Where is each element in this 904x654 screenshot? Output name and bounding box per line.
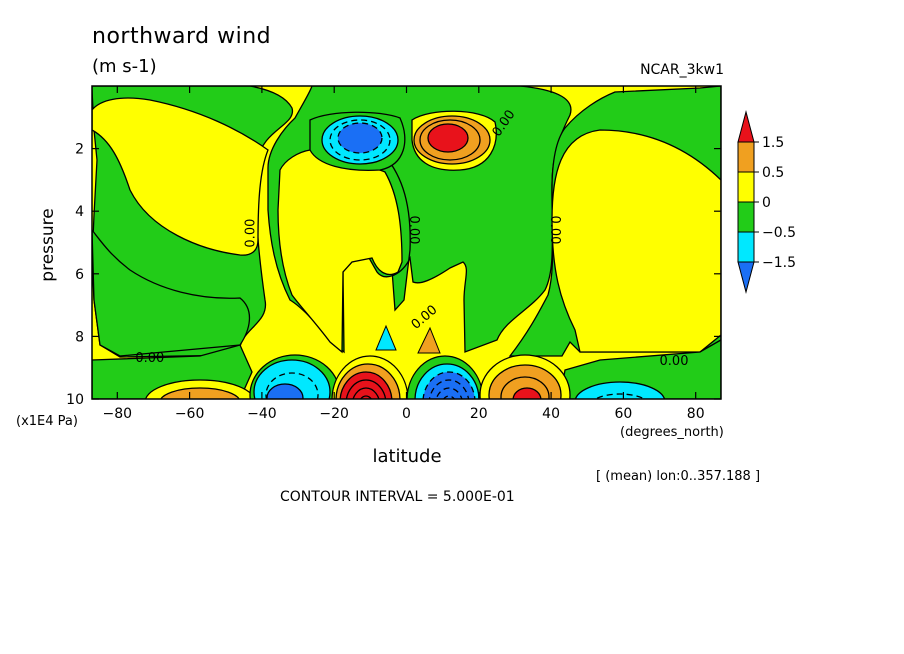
region-yellow-west [92, 97, 269, 256]
y-tick-label: 6 [75, 267, 84, 283]
longitude-note: [ (mean) lon:0..357.188 ] [596, 469, 761, 484]
x-tick-label: 40 [542, 406, 560, 422]
contour-upper-max [419, 119, 481, 161]
contour-surface-sw [265, 372, 319, 399]
colorbar: 1.5 0.5 0 −0.5 −1.5 [737, 110, 796, 294]
x-tick-label: −20 [319, 406, 349, 422]
contour-interval: CONTOUR INTERVAL = 5.000E-01 [280, 489, 515, 505]
x-axis-ticks: −80 −60 −40 −20 0 20 40 60 80 [103, 86, 705, 422]
colorbar-segment [737, 171, 755, 203]
y-tick-label: 4 [75, 204, 84, 220]
contour-surface-se [500, 376, 550, 399]
y-axis-ticks: 2 4 6 8 10 [66, 142, 721, 408]
region-surface-orange-west [160, 387, 240, 399]
x-tick-label: 20 [470, 406, 488, 422]
colorbar-label: −0.5 [762, 225, 796, 241]
x-tick-label: 80 [687, 406, 705, 422]
y-axis-unit: (x1E4 Pa) [16, 414, 78, 429]
region-surface-red-c1 [339, 371, 393, 399]
region-surface-blue-sw [266, 383, 304, 399]
region-surface-cyan-east [574, 381, 666, 399]
contour-surface-c1b [352, 387, 380, 399]
region-upper-blue [337, 122, 383, 154]
y-tick-label: 10 [66, 392, 84, 408]
x-axis-unit: (degrees_north) [620, 425, 724, 440]
region-upper-red [427, 123, 469, 153]
colorbar-label: 0 [762, 195, 771, 211]
colorbar-label: −1.5 [762, 255, 796, 271]
contour-surface-c1c [359, 395, 373, 399]
y-tick-label: 2 [75, 142, 84, 158]
region-cyan-blob [375, 324, 397, 351]
region-orange-blob [417, 326, 441, 354]
colorbar-label: 0.5 [762, 165, 784, 181]
x-tick-label: 0 [402, 406, 411, 422]
chart-units: (m s-1) [92, 56, 157, 77]
contour-label: 0.00 [547, 216, 562, 245]
x-tick-label: −80 [103, 406, 133, 422]
y-tick-label: 8 [75, 329, 84, 345]
region-surface-red-se [512, 387, 542, 399]
colorbar-segment [737, 261, 755, 294]
colorbar-segment [737, 201, 755, 233]
contour-field [92, 86, 721, 399]
contour-surface-c1a [345, 379, 387, 399]
contour-label: 0.00 [135, 351, 164, 366]
colorbar-label: 1.5 [762, 135, 784, 151]
contour-surface-east [594, 393, 646, 399]
region-yellow-east [551, 129, 721, 353]
contour-label: 0.00 [660, 354, 689, 369]
x-tick-label: 60 [614, 406, 632, 422]
contour-surface-c2b [435, 387, 463, 399]
colorbar-segment [737, 141, 755, 173]
contour-upper-min [329, 119, 391, 161]
colorbar-segment [737, 110, 755, 143]
contour-surface-c2a [428, 379, 470, 399]
x-axis-label: latitude [372, 446, 442, 467]
chart-source: NCAR_3kw1 [640, 62, 724, 78]
region-surface-orange-se [488, 364, 562, 399]
colorbar-segment [737, 231, 755, 263]
contour-label: 0.00 [244, 219, 259, 248]
chart-title: northward wind [92, 24, 272, 49]
region-surface-blue-c2 [422, 371, 476, 399]
region-green-west-lower [92, 228, 251, 357]
contour-label: 0.00 [406, 216, 421, 245]
x-tick-label: −40 [247, 406, 277, 422]
region-yellow-center-west [277, 149, 403, 354]
x-tick-label: −60 [175, 406, 205, 422]
